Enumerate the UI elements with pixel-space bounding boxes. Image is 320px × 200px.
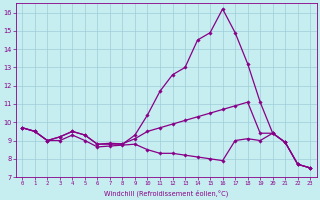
X-axis label: Windchill (Refroidissement éolien,°C): Windchill (Refroidissement éolien,°C) [104, 189, 228, 197]
